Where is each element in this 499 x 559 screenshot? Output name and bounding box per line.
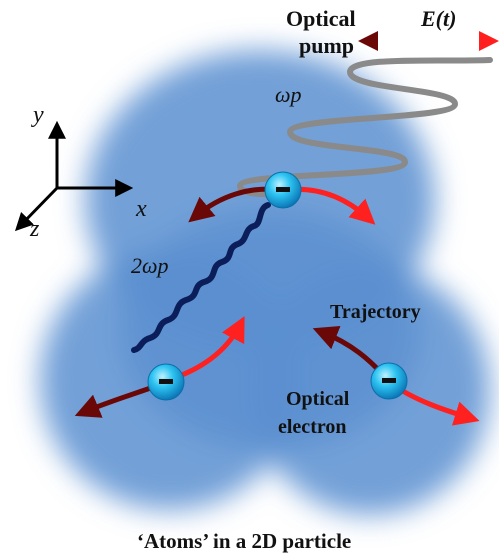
electron-icon [370, 362, 408, 400]
pump-wave-icon [236, 57, 493, 197]
field-label: E(t) [420, 6, 456, 31]
harmonic-wave-icon [131, 202, 271, 353]
axis-x-label: x [135, 196, 147, 222]
pump-label-line1: Optical [286, 6, 356, 31]
pump-label-line2: pump [299, 33, 354, 58]
axis-triad-icon: y x z [14, 102, 147, 242]
field-double-arrow-icon [358, 31, 499, 51]
frequency-label: ωp [275, 82, 302, 107]
particle-cloud [40, 50, 490, 515]
harmonic-label: 2ωp [131, 253, 169, 278]
electron-label-line2: electron [278, 416, 347, 438]
electron-icon [147, 363, 185, 401]
axis-z-label: z [29, 216, 40, 242]
caption: ‘Atoms’ in a 2D particle [137, 529, 351, 553]
trajectory-label: Trajectory [330, 301, 421, 323]
electron-icon [264, 171, 302, 209]
axis-y-label: y [31, 102, 44, 128]
electron-label-line1: Optical [286, 388, 350, 410]
